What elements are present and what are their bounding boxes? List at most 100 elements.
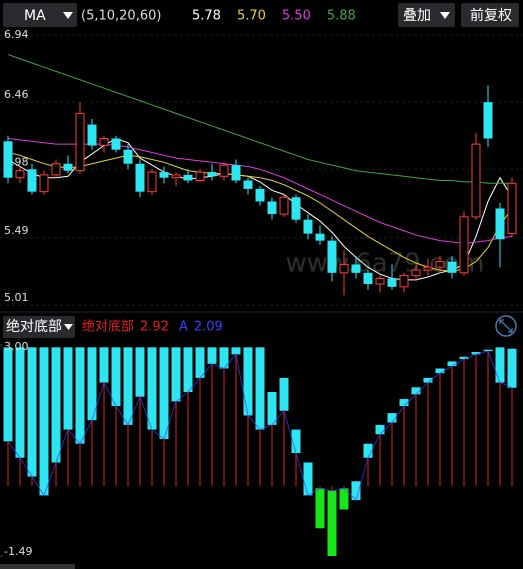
floating-bar xyxy=(375,424,385,435)
candle-body xyxy=(147,171,157,193)
candle-body xyxy=(255,188,265,202)
floating-bar xyxy=(399,399,409,407)
floating-bar xyxy=(3,347,13,442)
expand-icon-arrows xyxy=(499,319,513,333)
floating-bar xyxy=(231,347,241,355)
floating-bar xyxy=(363,443,373,458)
floating-bar xyxy=(291,429,301,454)
dropdown-arrow xyxy=(63,12,73,19)
candle-body xyxy=(375,277,385,285)
floating-bar xyxy=(459,356,469,360)
candle-body xyxy=(231,165,241,181)
candle-body xyxy=(51,163,61,176)
floating-bar xyxy=(207,347,217,364)
ma-line xyxy=(7,54,512,184)
candle-body xyxy=(363,272,373,285)
floating-bar xyxy=(111,347,121,407)
legend-value: 2.09 xyxy=(194,320,223,335)
floating-bar xyxy=(219,347,229,369)
floating-bar xyxy=(195,347,205,378)
candle-body xyxy=(99,138,109,147)
floating-bar xyxy=(507,348,517,388)
y-tick-label: -1.49 xyxy=(4,545,32,558)
adjust-button[interactable] xyxy=(461,3,519,27)
floating-bar xyxy=(387,413,397,423)
ma-line xyxy=(7,137,513,281)
legend-name: 绝对底部 xyxy=(82,319,134,335)
y-tick-label: 6.94 xyxy=(4,28,29,41)
candle-body xyxy=(339,263,349,274)
candle-body xyxy=(87,124,97,146)
floating-bar xyxy=(435,368,445,374)
floating-bar xyxy=(87,347,97,421)
candle-body xyxy=(15,170,25,179)
candle-body xyxy=(291,197,301,220)
candle-body xyxy=(387,278,397,287)
candle-body xyxy=(303,219,313,234)
ma-params: (5,10,20,60) xyxy=(81,9,161,24)
ma-dropdown[interactable] xyxy=(3,3,77,27)
indicator-dropdown[interactable] xyxy=(3,316,75,338)
candle-body xyxy=(243,180,253,189)
floating-bar xyxy=(495,347,505,383)
dropdown-arrow xyxy=(64,324,73,330)
candle-body xyxy=(195,171,205,181)
floating-bar xyxy=(135,347,145,397)
candle-body xyxy=(447,261,457,273)
dropdown-arrow xyxy=(440,12,450,19)
floating-bar xyxy=(327,490,337,556)
floating-bar xyxy=(171,347,181,402)
candle-body xyxy=(183,174,193,181)
floating-bar xyxy=(159,347,169,439)
floating-bar xyxy=(255,347,265,430)
indicator-legend: 绝对底部 2.92 A 2.09 xyxy=(82,319,223,335)
candle-body xyxy=(279,196,289,215)
candle-body xyxy=(399,275,409,288)
candle-body xyxy=(435,261,445,268)
candle-body xyxy=(27,169,37,192)
candle-body xyxy=(219,164,229,177)
floating-bar xyxy=(147,347,157,430)
candle-body xyxy=(471,143,481,218)
legend-name: A xyxy=(179,320,188,335)
ma-value: 5.50 xyxy=(282,9,311,24)
candle-body xyxy=(135,163,145,192)
candle-body xyxy=(315,233,325,241)
floating-bar xyxy=(51,347,61,463)
floating-bar xyxy=(243,347,253,416)
floating-bar xyxy=(63,347,73,430)
floating-bar xyxy=(183,347,193,392)
floating-bar xyxy=(123,347,133,425)
ma-value: 5.70 xyxy=(237,9,266,24)
candle-body xyxy=(459,216,469,274)
floating-bar xyxy=(411,387,421,395)
expand-icon[interactable] xyxy=(495,315,517,337)
floating-bar xyxy=(99,347,109,383)
candle-body xyxy=(483,102,493,139)
floating-bar xyxy=(447,361,457,367)
candle-body xyxy=(495,208,505,240)
floating-bar xyxy=(471,352,481,355)
ma-legend: 5.78 5.70 5.50 5.88 xyxy=(192,9,356,24)
candle-body xyxy=(123,149,133,164)
candle-body xyxy=(207,172,217,177)
indicator-name: 绝对底部 xyxy=(6,319,62,335)
a-line xyxy=(7,350,513,502)
floating-bar xyxy=(483,349,493,352)
y-tick-label: 5.01 xyxy=(4,291,29,304)
legend-value: 2.92 xyxy=(140,320,169,335)
floating-bar xyxy=(423,377,433,383)
candle-body xyxy=(3,141,13,178)
candle-body xyxy=(111,138,121,150)
ma-value: 5.78 xyxy=(192,9,221,24)
floating-bar xyxy=(351,481,361,501)
overlay-button[interactable] xyxy=(398,3,455,27)
floating-bar xyxy=(339,488,349,510)
ma-value: 5.88 xyxy=(327,9,356,24)
candle-body xyxy=(75,112,85,172)
candle-body xyxy=(327,240,337,273)
scrollbar xyxy=(0,564,75,569)
floating-bar xyxy=(39,347,49,496)
